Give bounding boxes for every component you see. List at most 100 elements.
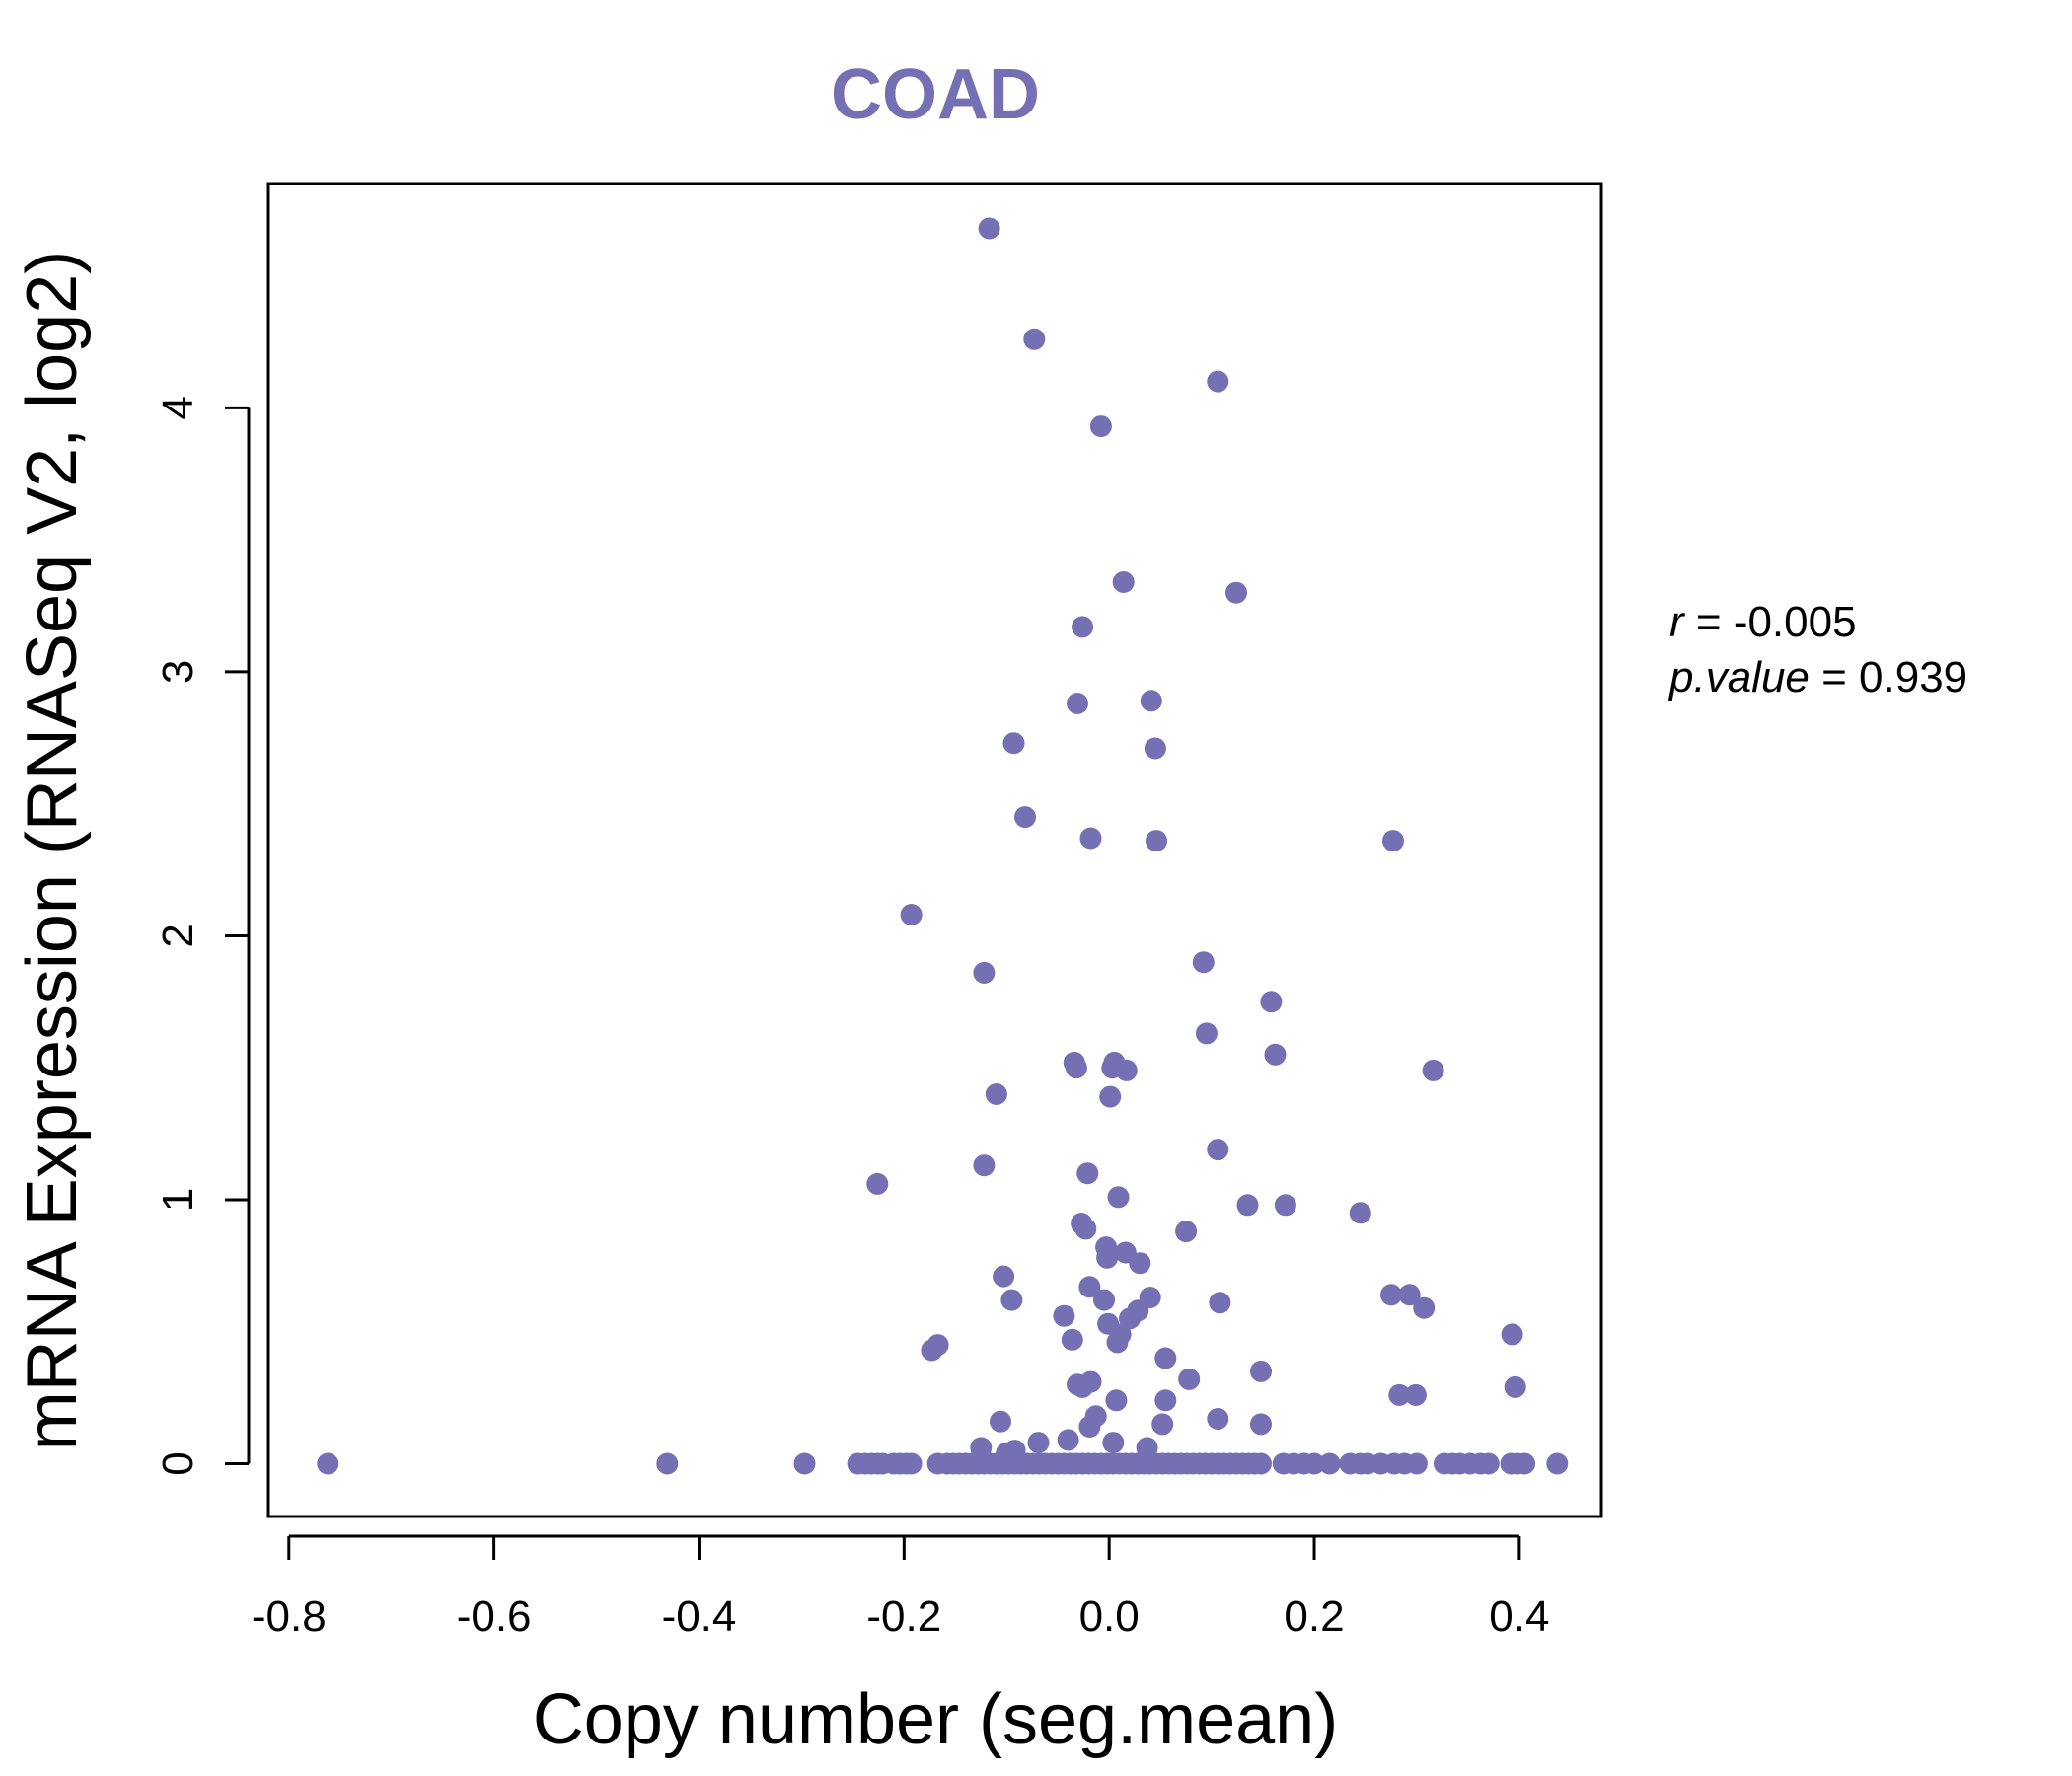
data-point — [1250, 1413, 1272, 1436]
data-point — [1061, 1328, 1083, 1351]
r-value: -0.005 — [1734, 598, 1857, 646]
data-point — [1099, 1085, 1122, 1108]
data-point — [1318, 1452, 1341, 1475]
chart-title: COAD — [831, 55, 1040, 134]
data-point — [973, 1154, 996, 1177]
data-point — [1504, 1375, 1526, 1398]
y-tick-label: 0 — [154, 1451, 202, 1475]
x-tick-label: -0.6 — [457, 1592, 532, 1641]
data-point — [900, 1452, 923, 1475]
x-tick-label: -0.8 — [252, 1592, 327, 1641]
p-equals: = — [1810, 653, 1859, 702]
data-point — [1154, 1347, 1177, 1369]
data-point — [1105, 1389, 1128, 1412]
data-point — [1260, 991, 1283, 1013]
data-point — [317, 1452, 339, 1475]
y-tick-label: 1 — [154, 1188, 202, 1212]
x-axis: -0.8 -0.6 -0.4 -0.2 0.0 0.2 0.4 — [252, 1534, 1549, 1641]
data-point — [656, 1452, 679, 1475]
p-value-stat: p.value = 0.939 — [1667, 653, 1967, 702]
data-point — [1154, 1389, 1177, 1412]
data-point — [1107, 1186, 1130, 1209]
x-tick-label: 0.4 — [1489, 1592, 1549, 1641]
data-point — [1076, 1162, 1099, 1185]
y-tick-label: 2 — [154, 924, 202, 947]
data-point — [1514, 1452, 1536, 1475]
data-point — [1422, 1059, 1444, 1081]
data-point — [1207, 1139, 1229, 1161]
data-point — [985, 1083, 1007, 1105]
data-point — [1151, 1413, 1174, 1436]
data-point — [1546, 1452, 1569, 1475]
data-point — [1119, 1307, 1141, 1330]
data-point — [1192, 951, 1215, 974]
data-point — [1089, 415, 1112, 438]
data-point — [1115, 1059, 1138, 1081]
data-point — [1072, 1375, 1094, 1398]
x-tick-label: 0.0 — [1079, 1592, 1140, 1641]
plot-frame — [266, 182, 1603, 1518]
data-point — [1078, 1276, 1101, 1298]
data-point — [973, 961, 996, 984]
data-point — [1274, 1194, 1296, 1217]
data-point — [1065, 1057, 1087, 1079]
data-point — [1303, 1452, 1325, 1475]
data-point — [1140, 690, 1162, 712]
data-point — [1380, 1284, 1402, 1306]
data-point — [900, 904, 923, 925]
data-point — [926, 1334, 949, 1357]
x-tick-label: 0.2 — [1284, 1592, 1344, 1641]
data-point — [1264, 1043, 1287, 1066]
data-point — [1175, 1221, 1198, 1243]
data-point — [866, 1172, 889, 1195]
data-point — [1102, 1432, 1125, 1454]
data-point — [1209, 1292, 1231, 1314]
data-point — [1106, 1331, 1129, 1354]
data-point — [1074, 1218, 1097, 1240]
data-point — [1129, 1252, 1151, 1275]
data-point — [1146, 830, 1167, 852]
data-point — [1349, 1202, 1371, 1224]
data-point — [1207, 1408, 1229, 1430]
x-axis-title: Copy number (seg.mean) — [533, 1680, 1338, 1759]
data-point — [1072, 616, 1094, 638]
data-point — [1067, 693, 1088, 714]
data-point — [1057, 1429, 1079, 1451]
data-point — [1023, 328, 1046, 350]
data-point — [1501, 1323, 1523, 1346]
y-tick-label: 4 — [154, 396, 202, 419]
data-point — [1388, 1383, 1411, 1406]
data-point — [1178, 1368, 1201, 1390]
data-point — [1000, 1289, 1023, 1311]
p-label: p.value — [1667, 653, 1810, 702]
data-point — [1014, 806, 1036, 829]
r-equals: = — [1684, 598, 1734, 646]
data-point — [793, 1452, 816, 1475]
data-point — [1413, 1296, 1436, 1319]
data-point — [1405, 1452, 1428, 1475]
data-point — [1250, 1452, 1272, 1475]
data-point — [978, 217, 1000, 240]
data-point — [1093, 1289, 1115, 1311]
correlation-stat: r = -0.005 — [1669, 598, 1857, 646]
p-value: 0.939 — [1859, 653, 1967, 702]
data-point — [1382, 830, 1404, 852]
data-point — [1079, 827, 1102, 850]
data-point — [1144, 737, 1166, 760]
x-tick-label: -0.4 — [662, 1592, 737, 1641]
data-point — [1078, 1416, 1101, 1438]
data-point — [990, 1410, 1011, 1433]
data-point — [993, 1265, 1015, 1288]
data-point — [1225, 581, 1247, 604]
data-point — [1250, 1360, 1272, 1382]
x-tick-label: -0.2 — [866, 1592, 941, 1641]
data-point — [1112, 571, 1135, 593]
data-point — [1404, 1383, 1427, 1406]
data-point — [1027, 1432, 1050, 1454]
y-axis-title: mRNA Expression (RNASeq V2, log2) — [13, 251, 92, 1450]
data-point — [1096, 1246, 1119, 1269]
data-point — [1053, 1304, 1075, 1327]
r-label: r — [1669, 598, 1686, 646]
data-point — [1207, 370, 1229, 393]
